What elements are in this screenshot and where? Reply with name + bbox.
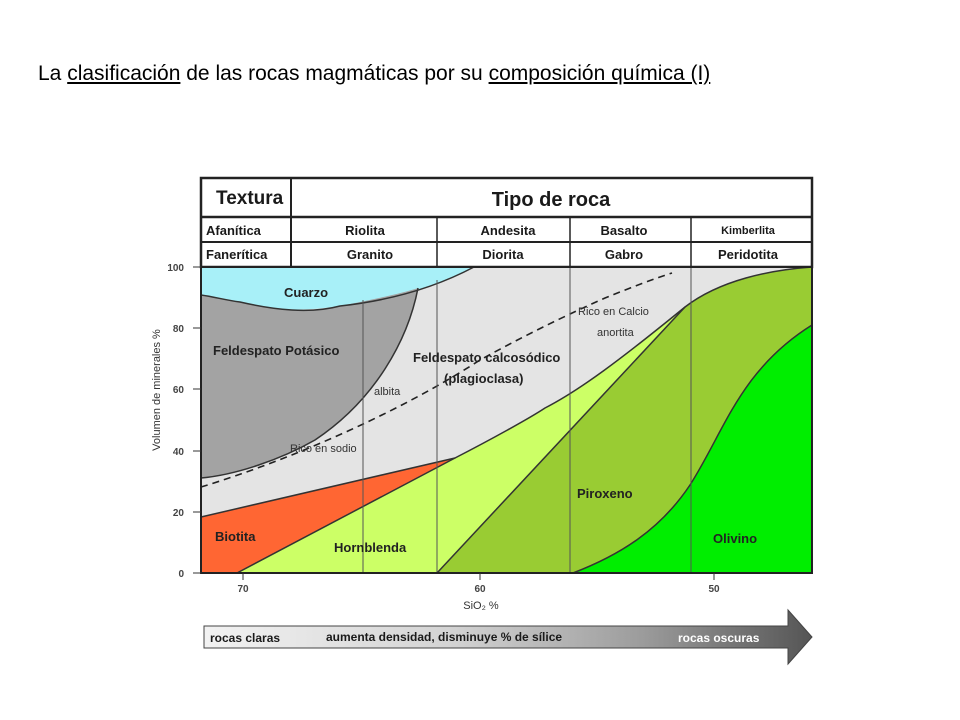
y-axis	[193, 266, 201, 574]
k-feldspar-region	[201, 288, 418, 478]
k-feldspar-boundary	[200, 287, 419, 479]
mineral-chart: Cuarzo Feldespato Potásico Feldespato ca…	[151, 263, 813, 612]
rock-granito: Granito	[347, 247, 393, 262]
pyroxene-boundary-line	[436, 306, 686, 574]
hornblende-lower-boundary	[236, 457, 456, 574]
chart-frame	[200, 266, 813, 574]
olivine-region	[573, 325, 812, 573]
plagioclase-label: Feldespato calcosódico	[413, 350, 560, 365]
k-feldspar-label: Feldespato Potásico	[213, 343, 339, 358]
aphanitic-label: Afanítica	[206, 223, 262, 238]
x-tick-70: 70	[237, 584, 249, 595]
plagioclase-sublabel: (plagioclasa)	[444, 371, 523, 386]
rock-riolita: Riolita	[345, 223, 385, 238]
title-part-4: composición química (I)	[488, 62, 711, 85]
rock-basalto: Basalto	[601, 223, 648, 238]
rock-diorita: Diorita	[482, 247, 524, 262]
rock-kimberlita: Kimberlita	[721, 225, 776, 237]
slide-title: La clasificación de las rocas magmáticas…	[38, 62, 938, 86]
x-tick-60: 60	[474, 584, 486, 595]
quartz-region	[201, 267, 474, 310]
pyroxene-label: Piroxeno	[577, 486, 633, 501]
albite-annotation: albita	[374, 386, 401, 398]
density-silica-label: aumenta densidad, disminuye % de sílice	[326, 630, 562, 644]
anorthite-annotation: anortita	[597, 327, 635, 339]
y-tick-40: 40	[173, 447, 185, 458]
y-tick-100: 100	[167, 263, 184, 274]
density-arrow: rocas claras aumenta densidad, disminuye…	[203, 608, 813, 666]
title-part-2: clasificación	[67, 62, 181, 85]
y-tick-0: 0	[178, 569, 184, 580]
y-tick-20: 20	[173, 508, 185, 519]
pyroxene-region	[437, 267, 812, 573]
title-part-1: La	[38, 62, 68, 85]
biotite-label: Biotita	[215, 529, 256, 544]
hornblende-region	[237, 307, 685, 573]
x-axis-label: SiO₂ %	[463, 600, 499, 612]
phaneritic-label: Fanerítica	[206, 247, 268, 262]
y-axis-label: Volumen de minerales %	[151, 329, 163, 451]
rock-type-header: Tipo de roca	[492, 189, 611, 211]
quartz-label: Cuarzo	[284, 285, 328, 300]
calcium-rich-annotation: Rico en Calcio	[578, 306, 649, 318]
x-tick-50: 50	[708, 584, 720, 595]
olivine-label: Olivino	[713, 531, 757, 546]
light-rocks-label: rocas claras	[210, 631, 280, 645]
plagioclase-lower-boundary	[200, 266, 813, 518]
rock-gabro: Gabro	[605, 247, 643, 262]
y-tick-60: 60	[173, 385, 185, 396]
olivine-boundary	[572, 324, 813, 574]
rock-andesita: Andesita	[481, 223, 537, 238]
texture-header: Textura	[216, 188, 284, 209]
sodium-rich-annotation: Rico en sodio	[290, 443, 357, 455]
biotite-region	[201, 458, 455, 573]
table-frame	[199, 176, 814, 269]
x-axis	[242, 573, 715, 580]
rock-type-table: Textura Tipo de roca Afanítica Riolita A…	[199, 176, 814, 269]
hornblende-label: Hornblenda	[334, 540, 407, 555]
dark-rocks-label: rocas oscuras	[678, 631, 760, 645]
y-tick-80: 80	[173, 324, 185, 335]
rock-peridotita: Peridotita	[718, 247, 779, 262]
sodium-calcium-dashed-line	[200, 272, 673, 488]
density-arrow-shape	[203, 608, 813, 666]
title-part-3: de las rocas magmáticas por su	[180, 62, 489, 85]
quartz-boundary	[200, 266, 475, 312]
